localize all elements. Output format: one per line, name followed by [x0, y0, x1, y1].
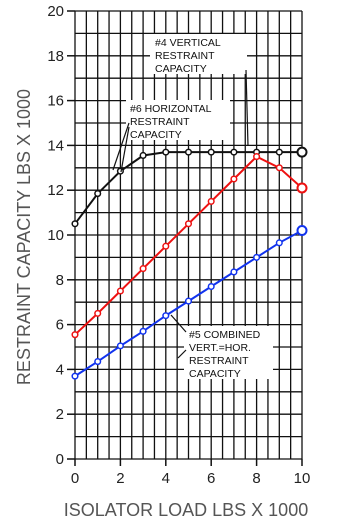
x-axis-title: ISOLATOR LOAD LBS X 1000 [64, 500, 308, 520]
data-point-vertical [184, 220, 193, 228]
x-tick-label: 10 [294, 470, 311, 487]
annotation-horizontal-text: RESTRAINT [130, 116, 190, 128]
annotation-background [150, 34, 247, 74]
axes: 0 2 4 6 8 10 12 14 16 18 20 0 2 4 6 8 10 [47, 3, 310, 487]
data-point-vertical [296, 182, 308, 194]
annotation-combined-text: VERT.=HOR. [189, 342, 251, 354]
annotation-vertical-text: CAPACITY [155, 63, 207, 75]
x-tick-label: 4 [162, 470, 170, 487]
data-point-horizontal [94, 190, 102, 198]
annotation-leader [112, 122, 130, 171]
data-point-combined [207, 282, 215, 291]
annotation-horizontal-text: CAPACITY [130, 129, 182, 141]
data-point-vertical [275, 164, 283, 172]
data-point-horizontal [139, 151, 147, 160]
y-tick-label: 6 [56, 317, 64, 334]
y-tick-label: 14 [47, 137, 64, 154]
data-point-combined [71, 372, 79, 380]
x-tick-label: 6 [207, 470, 215, 487]
annotation-leader [177, 349, 187, 359]
data-point-vertical [71, 331, 79, 339]
data-point-horizontal [116, 167, 124, 175]
data-point-combined [139, 327, 147, 335]
data-point-horizontal [207, 148, 215, 156]
data-point-combined [162, 312, 170, 320]
x-tick-label: 8 [252, 470, 260, 487]
annotation-vertical-text: #4 VERTICAL [155, 37, 221, 49]
annotation-leader [120, 126, 130, 173]
data-point-horizontal [184, 148, 193, 156]
y-tick-label: 2 [56, 406, 64, 423]
annotation-vertical-text: RESTRAINT [155, 50, 215, 62]
data-point-horizontal [230, 148, 238, 156]
data-point-vertical [207, 197, 215, 205]
y-tick-label: 8 [56, 272, 64, 289]
data-point-combined [230, 268, 238, 276]
data-point-horizontal [296, 146, 308, 158]
annotation-combined-text: RESTRAINT [189, 355, 249, 367]
y-tick-label: 18 [47, 48, 64, 65]
data-point-vertical [139, 265, 147, 273]
grid [74, 10, 303, 460]
data-point-horizontal [71, 220, 79, 228]
data-point-combined [275, 239, 283, 247]
data-point-combined [94, 358, 102, 366]
annotation-combined-text: CAPACITY [189, 368, 241, 380]
data-point-vertical [162, 242, 170, 250]
data-point-combined [296, 225, 308, 237]
data-point-vertical [253, 153, 261, 161]
annotation-background [184, 326, 273, 379]
x-tick-label: 2 [116, 470, 124, 487]
data-point-vertical [116, 287, 124, 295]
data-point-combined [184, 297, 193, 305]
data-point-horizontal [162, 148, 170, 156]
data-point-vertical [94, 309, 102, 317]
y-tick-label: 16 [47, 93, 64, 110]
x-tick-label: 0 [71, 470, 79, 487]
annotation-leader [245, 69, 249, 147]
y-tick-label: 10 [47, 227, 64, 244]
y-tick-label: 20 [47, 3, 64, 20]
annotation-horizontal-text: #6 HORIZONTAL [130, 103, 212, 115]
annotation-leader [170, 314, 187, 333]
data-point-horizontal [275, 148, 283, 156]
data-point-vertical [230, 175, 238, 183]
y-tick-label: 12 [47, 182, 64, 199]
y-tick-label: 4 [56, 361, 64, 378]
data-point-combined [253, 253, 261, 261]
y-tick-label: 0 [56, 451, 64, 468]
y-axis-title: RESTRAINT CAPACITY LBS X 1000 [14, 89, 34, 385]
series-layer [71, 146, 308, 380]
data-point-combined [116, 342, 124, 350]
annotation-combined-text: #5 COMBINED [189, 329, 261, 341]
annotation-background [126, 100, 230, 140]
